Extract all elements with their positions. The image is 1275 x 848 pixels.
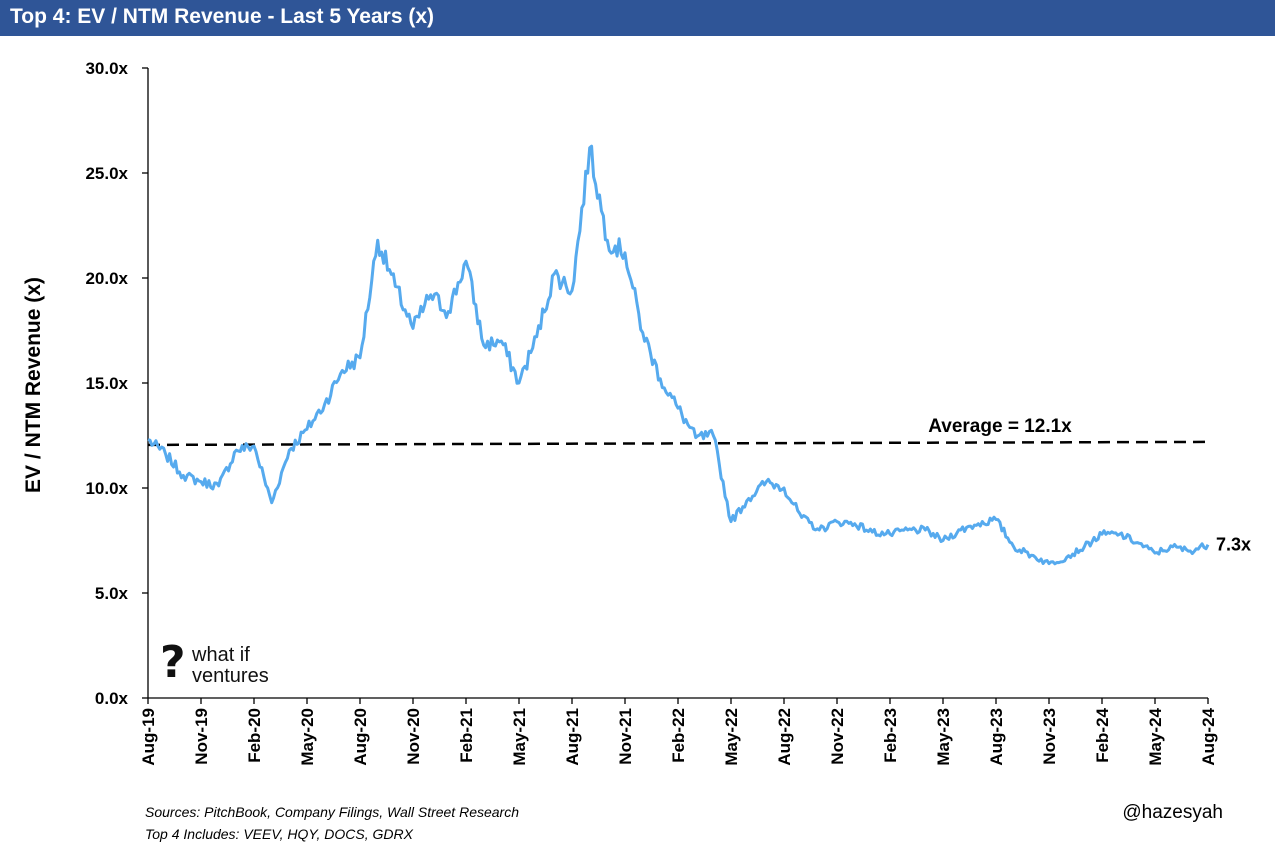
what-if-ventures-logo: ? what if ventures xyxy=(160,639,300,691)
chart-title: Top 4: EV / NTM Revenue - Last 5 Years (… xyxy=(10,5,435,28)
x-tick-label: Feb-24 xyxy=(1093,707,1112,762)
x-tick-label: May-22 xyxy=(722,708,741,766)
x-axis-ticks: Aug-19 Nov-19 Feb-20 May-20 Aug-20 Nov-20 Feb-… xyxy=(139,698,1218,766)
x-tick-label: Nov-21 xyxy=(616,708,635,765)
x-tick-label: Nov-19 xyxy=(192,708,211,765)
average-label: Average = 12.1x xyxy=(928,416,1072,437)
x-tick-label: Aug-24 xyxy=(1199,707,1218,765)
y-tick-label: 10.0x xyxy=(85,479,128,498)
y-tick-label: 20.0x xyxy=(85,269,128,288)
x-tick-label: Nov-22 xyxy=(828,708,847,765)
x-tick-label: Aug-19 xyxy=(139,708,158,766)
series-line xyxy=(147,144,1210,566)
x-tick-label: Feb-22 xyxy=(669,708,688,763)
x-tick-label: Aug-22 xyxy=(775,708,794,766)
y-tick-label: 0.0x xyxy=(95,689,129,708)
x-tick-label: May-24 xyxy=(1146,707,1165,765)
x-tick-label: Aug-21 xyxy=(563,708,582,766)
x-tick-label: Nov-23 xyxy=(1040,708,1059,765)
y-tick-label: 30.0x xyxy=(85,59,128,78)
x-tick-label: May-20 xyxy=(298,708,317,766)
logo-text: what if ventures xyxy=(192,645,269,687)
y-axis-label: EV / NTM Revenue (x) xyxy=(22,277,45,493)
x-tick-label: May-21 xyxy=(510,708,529,766)
last-value-label: 7.3x xyxy=(1216,535,1251,555)
x-tick-label: Feb-23 xyxy=(881,708,900,763)
logo-line-1: what if xyxy=(192,644,250,666)
axes xyxy=(147,68,1208,699)
title-bar: Top 4: EV / NTM Revenue - Last 5 Years (… xyxy=(0,0,1275,36)
x-tick-label: Feb-21 xyxy=(457,708,476,763)
chart: 0.0x 5.0x 10.0x 15.0x 20.0x 25.0x 30.0x Aug-19… xyxy=(85,59,1251,766)
y-tick-label: 5.0x xyxy=(95,584,129,603)
question-mark-icon: ? xyxy=(160,637,186,688)
logo-line-2: ventures xyxy=(192,665,269,687)
x-tick-label: May-23 xyxy=(934,708,953,766)
average-line xyxy=(147,440,1209,447)
footnote-constituents: Top 4 Includes: VEEV, HQY, DOCS, GDRX xyxy=(145,826,413,842)
x-tick-label: Nov-20 xyxy=(404,708,423,765)
y-tick-label: 15.0x xyxy=(85,374,128,393)
x-tick-label: Aug-20 xyxy=(351,708,370,766)
author-handle: @hazesyah xyxy=(1122,802,1223,823)
x-tick-label: Feb-20 xyxy=(245,708,264,763)
y-tick-label: 25.0x xyxy=(85,164,128,183)
y-axis-ticks: 0.0x 5.0x 10.0x 15.0x 20.0x 25.0x 30.0x xyxy=(85,59,148,708)
x-tick-label: Aug-23 xyxy=(987,708,1006,766)
footnote-sources: Sources: PitchBook, Company Filings, Wal… xyxy=(145,804,520,820)
